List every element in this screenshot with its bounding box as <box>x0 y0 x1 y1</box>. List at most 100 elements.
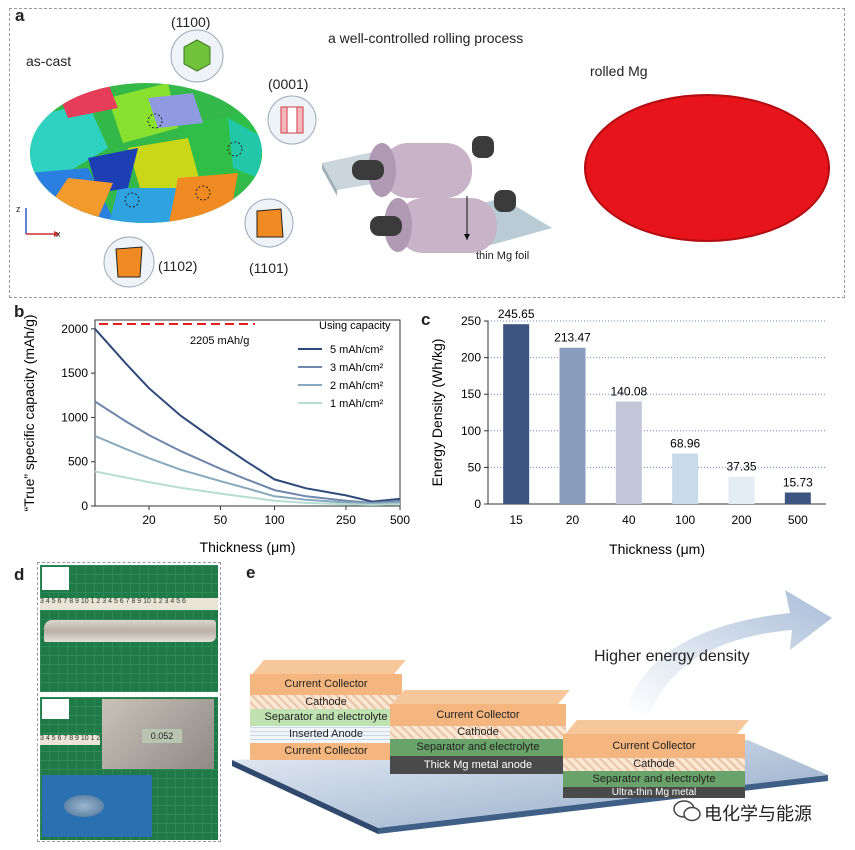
legend-title: Using capacity <box>319 320 391 332</box>
y-tick-label: 1000 <box>61 410 88 424</box>
mg-foil-strip <box>44 620 216 642</box>
series-line-2 <box>94 400 401 504</box>
y-tick-label: 150 <box>461 387 481 401</box>
layer-cathode: Cathode <box>250 695 402 709</box>
bar-value-label: 245.65 <box>498 307 535 321</box>
layer-thick-mg-anode: Thick Mg metal anode <box>390 756 566 774</box>
axis-x-label: x <box>56 229 61 239</box>
layer-cathode: Cathode <box>390 726 566 739</box>
coil-photo <box>42 775 152 837</box>
layer-current-collector-top: Current Collector <box>563 734 745 758</box>
bar-value-label: 37.35 <box>726 460 756 474</box>
panel-b-letter: b <box>14 302 25 321</box>
reference-line-label: 2205 mAh/g <box>190 335 249 347</box>
axis-triad-icon <box>25 208 60 237</box>
layer-separator: Separator and electrolyte <box>563 771 745 787</box>
bar-value-label: 68.96 <box>670 437 700 451</box>
panel-e-letter: e <box>246 563 256 582</box>
higher-energy-label: Higher energy density <box>594 648 750 665</box>
y-axis-label: “True” specific capacity (mAh/g) <box>21 314 37 511</box>
as-cast-label: as-cast <box>26 53 72 69</box>
x-tick-label: 40 <box>622 513 636 527</box>
bar-15 <box>503 324 530 504</box>
axis-z-label: z <box>16 204 21 214</box>
legend-label: 5 mAh/cm² <box>330 344 384 356</box>
x-tick-label: 100 <box>265 513 285 527</box>
photo-label-box <box>42 567 69 590</box>
as-cast-grain-disc <box>30 83 262 223</box>
bar-20 <box>559 347 586 504</box>
x-tick-label: 500 <box>788 513 808 527</box>
legend-label: 2 mAh/cm² <box>330 380 384 392</box>
series-line-3 <box>94 435 401 505</box>
caliper-display: 0.052 <box>142 729 182 743</box>
layer-cathode: Cathode <box>563 758 745 771</box>
cell-stack-thick-mg: Current Collector Cathode Separator and … <box>390 690 570 774</box>
foil-photo-bottom: 3 4 5 6 7 8 9 10 1 2 3 4 5 6 7 8 9 10 1 … <box>40 697 218 840</box>
thin-mg-foil-label: thin Mg foil <box>476 250 530 262</box>
x-tick-label: 50 <box>214 513 228 527</box>
facet-label-0001: (0001) <box>268 76 309 92</box>
energy-density-bar-chart: 0 50 100 150 200 250 245.65 15 213.47 20 140.08 40 6… <box>429 307 826 557</box>
bar-100 <box>672 453 699 504</box>
y-tick-label: 0 <box>474 497 481 511</box>
x-tick-label: 200 <box>731 513 751 527</box>
legend-label: 1 mAh/cm² <box>330 398 384 410</box>
ruler: 3 4 5 6 7 8 9 10 1 2 3 4 5 6 7 8 9 10 1 … <box>40 735 100 745</box>
x-tick-label: 500 <box>390 513 410 527</box>
facet-label-1102: (1102) <box>158 258 198 274</box>
pyramidal-plane-icon-1102 <box>103 236 155 288</box>
layer-current-collector-bottom: Current Collector <box>250 743 402 760</box>
x-axis-label: Thickness (μm) <box>200 539 296 555</box>
basal-plane-icon <box>267 95 317 145</box>
foil-photo-top: 3 4 5 6 7 8 9 10 1 2 3 4 5 6 7 8 9 10 1 … <box>40 565 218 692</box>
panel-a-title: a well-controlled rolling process <box>328 30 524 46</box>
x-axis-label: Thickness (μm) <box>609 541 705 557</box>
bar-500 <box>784 492 811 504</box>
series-line-1 <box>94 328 401 503</box>
x-tick-label: 100 <box>675 513 695 527</box>
caliper-photo: 0.052 <box>102 699 214 769</box>
bar-value-label: 15.73 <box>783 475 813 489</box>
y-tick-label: 250 <box>461 314 481 328</box>
rolled-mg-disc <box>584 94 830 242</box>
photo-label-box <box>42 699 69 719</box>
panel-c-letter: c <box>421 310 431 329</box>
x-tick-label: 250 <box>336 513 356 527</box>
facet-label-1100: (1100) <box>171 14 211 30</box>
panel-d-frame <box>37 562 221 842</box>
y-tick-label: 100 <box>461 424 481 438</box>
y-tick-label: 1500 <box>61 366 88 380</box>
y-tick-label: 2000 <box>61 322 88 336</box>
layer-ultra-thin-mg: Ultra-thin Mg metal <box>563 787 745 798</box>
panel-a-letter: a <box>15 6 25 25</box>
panel-a-frame <box>9 8 845 298</box>
y-tick-label: 50 <box>468 460 482 474</box>
cell-stack-ultra-thin-mg: Current Collector Cathode Separator and … <box>563 720 749 798</box>
layer-separator: Separator and electrolyte <box>250 709 402 726</box>
bar-40 <box>615 401 642 504</box>
rolled-mg-label: rolled Mg <box>590 63 648 79</box>
x-tick-label: 20 <box>142 513 156 527</box>
hexagon-prism-icon <box>170 29 224 83</box>
x-tick-label: 15 <box>509 513 523 527</box>
layer-inserted-anode: Inserted Anode <box>250 726 402 743</box>
cell-stack-conventional: Current Collector Cathode Separator and … <box>250 660 406 760</box>
ruler: 3 4 5 6 7 8 9 10 1 2 3 4 5 6 7 8 9 10 1 … <box>40 598 218 610</box>
facet-label-1101: (1101) <box>249 260 289 276</box>
y-tick-label: 0 <box>81 499 88 513</box>
watermark-text: 电化学与能源 <box>704 804 812 825</box>
bar-200 <box>728 476 755 504</box>
pyramidal-plane-icon-1101 <box>244 198 294 248</box>
capacity-line-chart: 0 500 1000 1500 2000 20 50 100 250 500 Thickness (… <box>21 314 410 555</box>
bar-value-label: 213.47 <box>554 331 591 345</box>
y-tick-label: 200 <box>461 351 481 365</box>
series-line-4 <box>94 470 401 506</box>
higher-energy-arrow <box>625 590 832 713</box>
x-tick-label: 20 <box>566 513 580 527</box>
layer-current-collector-top: Current Collector <box>390 704 566 726</box>
panel-d-letter: d <box>14 565 25 584</box>
legend-label: 3 mAh/cm² <box>330 362 384 374</box>
layer-separator: Separator and electrolyte <box>390 739 566 756</box>
plot-frame <box>94 319 401 507</box>
